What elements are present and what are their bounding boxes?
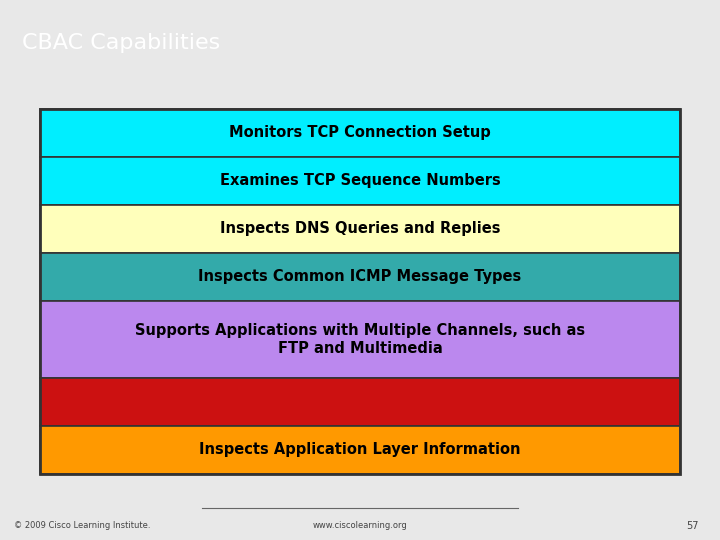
Text: Examines TCP Sequence Numbers: Examines TCP Sequence Numbers — [220, 173, 500, 188]
Text: 57: 57 — [686, 521, 698, 531]
Text: Inspects Embedded Addresses: Inspects Embedded Addresses — [233, 394, 487, 409]
Text: Monitors TCP Connection Setup: Monitors TCP Connection Setup — [229, 125, 491, 140]
Text: Supports Applications with Multiple Channels, such as
FTP and Multimedia: Supports Applications with Multiple Chan… — [135, 323, 585, 355]
Bar — [40, 253, 680, 301]
Text: CBAC Capabilities: CBAC Capabilities — [22, 33, 220, 53]
Text: Inspects DNS Queries and Replies: Inspects DNS Queries and Replies — [220, 221, 500, 236]
Text: www.ciscolearning.org: www.ciscolearning.org — [312, 521, 408, 530]
Bar — [40, 426, 680, 474]
Bar — [40, 205, 680, 253]
Text: © 2009 Cisco Learning Institute.: © 2009 Cisco Learning Institute. — [14, 521, 151, 530]
Bar — [40, 109, 680, 474]
Text: Inspects Application Layer Information: Inspects Application Layer Information — [199, 442, 521, 457]
Bar — [40, 378, 680, 426]
Bar — [40, 109, 680, 157]
Bar — [40, 301, 680, 378]
Text: Inspects Common ICMP Message Types: Inspects Common ICMP Message Types — [199, 269, 521, 285]
Bar — [40, 157, 680, 205]
